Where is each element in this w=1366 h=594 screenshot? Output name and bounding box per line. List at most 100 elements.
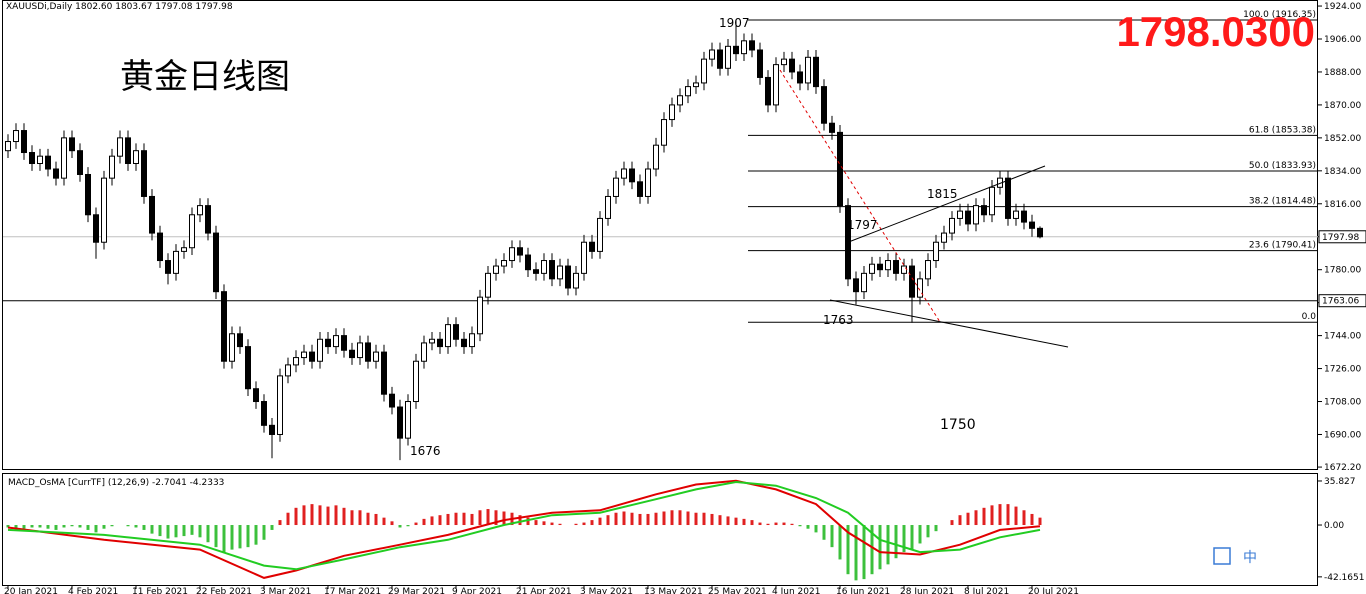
candle-body (789, 58, 795, 73)
candle-body (949, 217, 955, 234)
osma-bar (342, 507, 346, 526)
osma-bar (734, 517, 738, 526)
candle-body (173, 250, 179, 274)
candle-body (69, 137, 75, 152)
candle-body (981, 205, 987, 216)
osma-bar (518, 515, 522, 526)
osma-bar (654, 512, 658, 526)
candle-body (61, 137, 67, 179)
osma-bar (446, 513, 450, 526)
osma-bar (166, 525, 170, 539)
y-tick-label: 1780.00 (1324, 266, 1361, 276)
osma-bar (30, 525, 34, 528)
osma-bar (790, 523, 794, 526)
osma-bar (406, 525, 410, 527)
candle-body (669, 104, 675, 121)
osma-bar (902, 525, 906, 553)
candle-body (301, 351, 307, 359)
osma-bar (806, 525, 810, 529)
osma-bar (718, 515, 722, 526)
candle-body (885, 260, 891, 271)
candle-body (269, 424, 275, 435)
dashed-trendline (779, 69, 941, 323)
osma-bar (646, 513, 650, 526)
annotation: 1797 (847, 218, 878, 232)
candle-body (53, 168, 59, 179)
osma-bar (22, 525, 26, 529)
osma-bar (918, 525, 922, 544)
candle-body (37, 155, 43, 165)
osma-bar (318, 505, 322, 526)
osma-bar (78, 525, 82, 528)
y-tick-label: 1744.00 (1324, 332, 1361, 342)
candle-body (469, 333, 475, 348)
x-tick-label: 29 Mar 2021 (388, 587, 445, 594)
candle-body (229, 333, 235, 362)
macd-title: MACD_OsMA [CurrTF] (12,26,9) -2.7041 -4.… (8, 478, 224, 488)
candle-body (717, 49, 723, 69)
osma-bar (438, 515, 442, 526)
main-panel-frame (2, 0, 1318, 470)
osma-bar (230, 525, 234, 550)
candle-body (293, 357, 299, 366)
osma-bar (1038, 517, 1042, 526)
candle-body (333, 335, 339, 348)
candle-body (565, 265, 571, 289)
osma-bar (422, 518, 426, 526)
osma-bar (846, 525, 850, 575)
x-tick-label: 16 Jun 2021 (836, 587, 890, 594)
candle-body (733, 45, 739, 55)
osma-bar (374, 513, 378, 526)
candle-body (685, 86, 691, 97)
candle-body (277, 375, 283, 435)
osma-bar (302, 505, 306, 526)
osma-bar (534, 520, 538, 526)
macd-panel: 20 Jan 2021 4 Feb 2021 11 Feb 2021 22 Feb 2… (4, 477, 1364, 594)
osma-bar (398, 525, 402, 528)
osma-bar (182, 525, 186, 537)
watermark-icon (1213, 547, 1231, 565)
candle-body (45, 155, 51, 170)
osma-bar (254, 525, 258, 545)
osma-bar (174, 525, 178, 538)
osma-bar (414, 522, 418, 526)
x-tick-label: 11 Feb 2021 (132, 587, 188, 594)
candle-body (893, 260, 899, 274)
y-tick-label: 1672.20 (1324, 463, 1361, 473)
osma-bar (758, 522, 762, 526)
candle-body (853, 278, 859, 293)
candle-body (637, 181, 643, 197)
x-tick-label: 21 Apr 2021 (516, 587, 572, 594)
osma-bar (886, 525, 890, 565)
price-tag (1318, 230, 1366, 244)
x-tick-label: 4 Feb 2021 (68, 587, 118, 594)
osma-bar (710, 513, 714, 526)
candle-body (813, 56, 819, 88)
candle-body (509, 247, 515, 262)
candle-body (837, 131, 843, 207)
candle-body (525, 254, 531, 271)
fib-label: 61.8 (1853.38) (1249, 125, 1316, 135)
candle-body (29, 152, 35, 165)
osma-bar (334, 505, 338, 526)
y-tick-label: 1726.00 (1324, 365, 1361, 375)
candle-body (941, 232, 947, 243)
candle-body (581, 241, 587, 274)
candle-body (285, 364, 291, 377)
osma-bar (222, 525, 226, 553)
candle-body (453, 324, 459, 340)
main-panel: 1672.201690.001708.001726.001744.001762.… (3, 2, 1366, 473)
osma-bar (1014, 506, 1018, 526)
candle-body (181, 247, 187, 252)
osma-bar (558, 523, 562, 526)
osma-bar (38, 525, 42, 528)
candle-body (197, 205, 203, 216)
fib-label: 100.0 (1916.35) (1243, 10, 1316, 20)
candle-body (5, 141, 11, 152)
osma-bar (262, 525, 266, 540)
candle-body (133, 150, 139, 165)
osma-bar (974, 510, 978, 526)
osma-bar (54, 525, 58, 530)
candle-body (1013, 210, 1019, 219)
y-tick-label: 1888.00 (1324, 68, 1361, 78)
